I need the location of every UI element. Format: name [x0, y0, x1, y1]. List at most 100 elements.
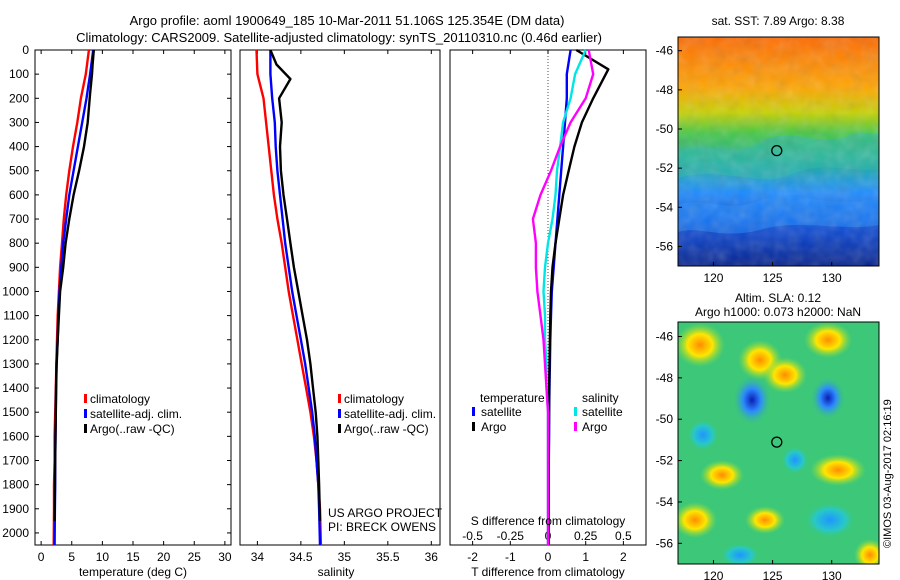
- sst-map-ticks: 120 125 130 -46 -48 -50 -52 -54 -56: [656, 44, 842, 285]
- lat-tick-label: -56: [656, 239, 674, 253]
- sla-map-title: Altim. SLA: 0.12: [735, 291, 821, 305]
- legend-swatch-argo: [338, 424, 341, 433]
- credit-line1: US ARGO PROJECT: [328, 506, 443, 520]
- legend-swatch-climatology: [338, 394, 341, 403]
- legend-swatch-climatology: [84, 394, 87, 403]
- s-diff-tick-label: 0.25: [574, 529, 598, 543]
- x-tick-label: -1: [505, 550, 516, 564]
- depth-tick-label: 0: [22, 43, 29, 57]
- depth-tick-label: 1000: [2, 284, 29, 298]
- lat-tick-label: -46: [656, 329, 674, 343]
- depth-tick-label: 1900: [2, 502, 29, 516]
- x-tick-label: 30: [218, 550, 232, 564]
- sst-map-title: sat. SST: 7.89 Argo: 8.38: [712, 14, 845, 28]
- salinity-x-label: salinity: [318, 565, 355, 579]
- lat-tick-label: -46: [656, 44, 674, 58]
- legend-title-temperature: temperature: [480, 391, 545, 405]
- x-tick-label: -2: [467, 550, 478, 564]
- x-tick-label: 35: [338, 550, 352, 564]
- depth-tick-label: 500: [9, 164, 29, 178]
- lat-tick-label: -48: [656, 371, 674, 385]
- temperature-panel: 0 5 10 15 20 25 30 010020030040050060070080090…: [2, 43, 646, 579]
- x-tick-label: 15: [126, 550, 140, 564]
- series-line-satellite-adj-clim-: [269, 50, 322, 546]
- x-tick-label: 5: [68, 550, 75, 564]
- depth-tick-label: 700: [9, 212, 29, 226]
- difference-series: [531, 48, 610, 545]
- x-tick-label: 1: [582, 550, 589, 564]
- depth-tick-label: 300: [9, 115, 29, 129]
- legend-label-climatology: climatology: [90, 392, 150, 406]
- legend-label-climatology: climatology: [344, 392, 404, 406]
- lat-tick-label: -52: [656, 454, 674, 468]
- lon-tick-label: 125: [763, 271, 783, 285]
- depth-tick-label: 1500: [2, 405, 29, 419]
- salinity-series: [255, 49, 323, 546]
- depth-tick-label: 600: [9, 188, 29, 202]
- s-diff-tick-label: -0.5: [462, 529, 483, 543]
- legend-swatch-satellite: [338, 409, 341, 418]
- legend-label-sal-argo: Argo: [582, 420, 608, 434]
- x-tick-label: 0: [38, 550, 45, 564]
- temperature-x-ticks: 0 5 10 15 20 25 30: [38, 50, 232, 564]
- depth-tick-label: 1200: [2, 333, 29, 347]
- lat-tick-label: -48: [656, 83, 674, 97]
- legend-title-salinity: salinity: [582, 391, 619, 405]
- sla-map-subtitle: Argo h1000: 0.073 h2000: NaN: [695, 305, 861, 319]
- x-tick-label: 10: [96, 550, 110, 564]
- salinity-panel: 34 34.5 35 35.5 36 salinity climatology sate…: [239, 49, 443, 579]
- depth-tick-label: 1100: [3, 309, 29, 323]
- salinity-legend: climatology satellite-adj. clim. Argo(..…: [338, 392, 436, 436]
- figure-title-line1: Argo profile: aoml 1900649_185 10-Mar-20…: [130, 13, 565, 28]
- sla-heatmap: [678, 322, 879, 564]
- difference-panel: -2 -1 0 1 2 -0.5 -0.25 0 0.25 0.5 S difference f…: [449, 48, 647, 579]
- figure-title-line2: Climatology: CARS2009. Satellite-adjuste…: [76, 30, 602, 45]
- x-tick-label: 34.5: [289, 550, 313, 564]
- lon-tick-label: 125: [763, 569, 783, 580]
- x-tick-label: 20: [157, 550, 171, 564]
- x-tick-label: 36: [425, 550, 439, 564]
- x-tick-label: 25: [188, 550, 202, 564]
- legend-label-argo: Argo(..raw -QC): [344, 422, 429, 436]
- argo-float-location-marker: [771, 144, 783, 157]
- legend-swatch-satellite: [84, 409, 87, 418]
- lon-tick-label: 120: [703, 271, 723, 285]
- argo-float-location-marker: [771, 436, 783, 448]
- depth-tick-label: 2000: [2, 526, 29, 540]
- sla-map: Altim. SLA: 0.12 Argo h1000: 0.073 h2000…: [656, 291, 880, 580]
- legend-label-satellite: satellite-adj. clim.: [344, 407, 436, 421]
- depth-tick-label: 1700: [2, 453, 29, 467]
- t-difference-label: T difference from climatology: [471, 565, 625, 579]
- depth-tick-label: 1800: [2, 478, 29, 492]
- x-tick-label: 34: [251, 550, 265, 564]
- lat-tick-label: -50: [656, 122, 674, 136]
- legend-swatch-argo: [84, 424, 87, 433]
- lat-tick-label: -50: [656, 412, 674, 426]
- s-diff-tick-label: -0.25: [497, 529, 525, 543]
- legend-label-sal-satellite: satellite: [582, 405, 623, 419]
- imos-watermark: ©IMOS 03-Aug-2017 02:16:19: [882, 399, 894, 548]
- sla-map-ticks: 120 125 130 -46 -48 -50 -52 -54 -56: [656, 329, 842, 580]
- s-difference-label: S difference from climatology: [471, 514, 626, 528]
- x-tick-label: 2: [620, 550, 627, 564]
- lon-tick-label: 130: [822, 271, 842, 285]
- series-line-salinity-argo: [531, 49, 595, 545]
- depth-tick-label: 800: [9, 236, 29, 250]
- depth-tick-label: 100: [9, 67, 29, 81]
- sst-map: sat. SST: 7.89 Argo: 8.38 120 125 130 -46 -4…: [656, 14, 880, 285]
- legend-swatch-temp-argo: [472, 422, 475, 431]
- temperature-x-label: temperature (deg C): [79, 565, 187, 579]
- s-diff-tick-label: 0.5: [615, 529, 632, 543]
- legend-label-temp-argo: Argo: [481, 420, 507, 434]
- series-line-argo-raw-qc-: [269, 49, 322, 521]
- series-line-argo-raw-qc-: [53, 49, 95, 521]
- salinity-x-ticks: 34 34.5 35 35.5 36: [251, 50, 439, 564]
- lat-tick-label: -54: [656, 200, 674, 214]
- depth-tick-label: 200: [9, 91, 29, 105]
- depth-tick-label: 1300: [2, 357, 29, 371]
- x-tick-label: 0: [545, 550, 552, 564]
- depth-tick-label: 1600: [2, 429, 29, 443]
- credit-line2: PI: BRECK OWENS: [328, 520, 436, 534]
- legend-swatch-sal-satellite: [574, 407, 577, 416]
